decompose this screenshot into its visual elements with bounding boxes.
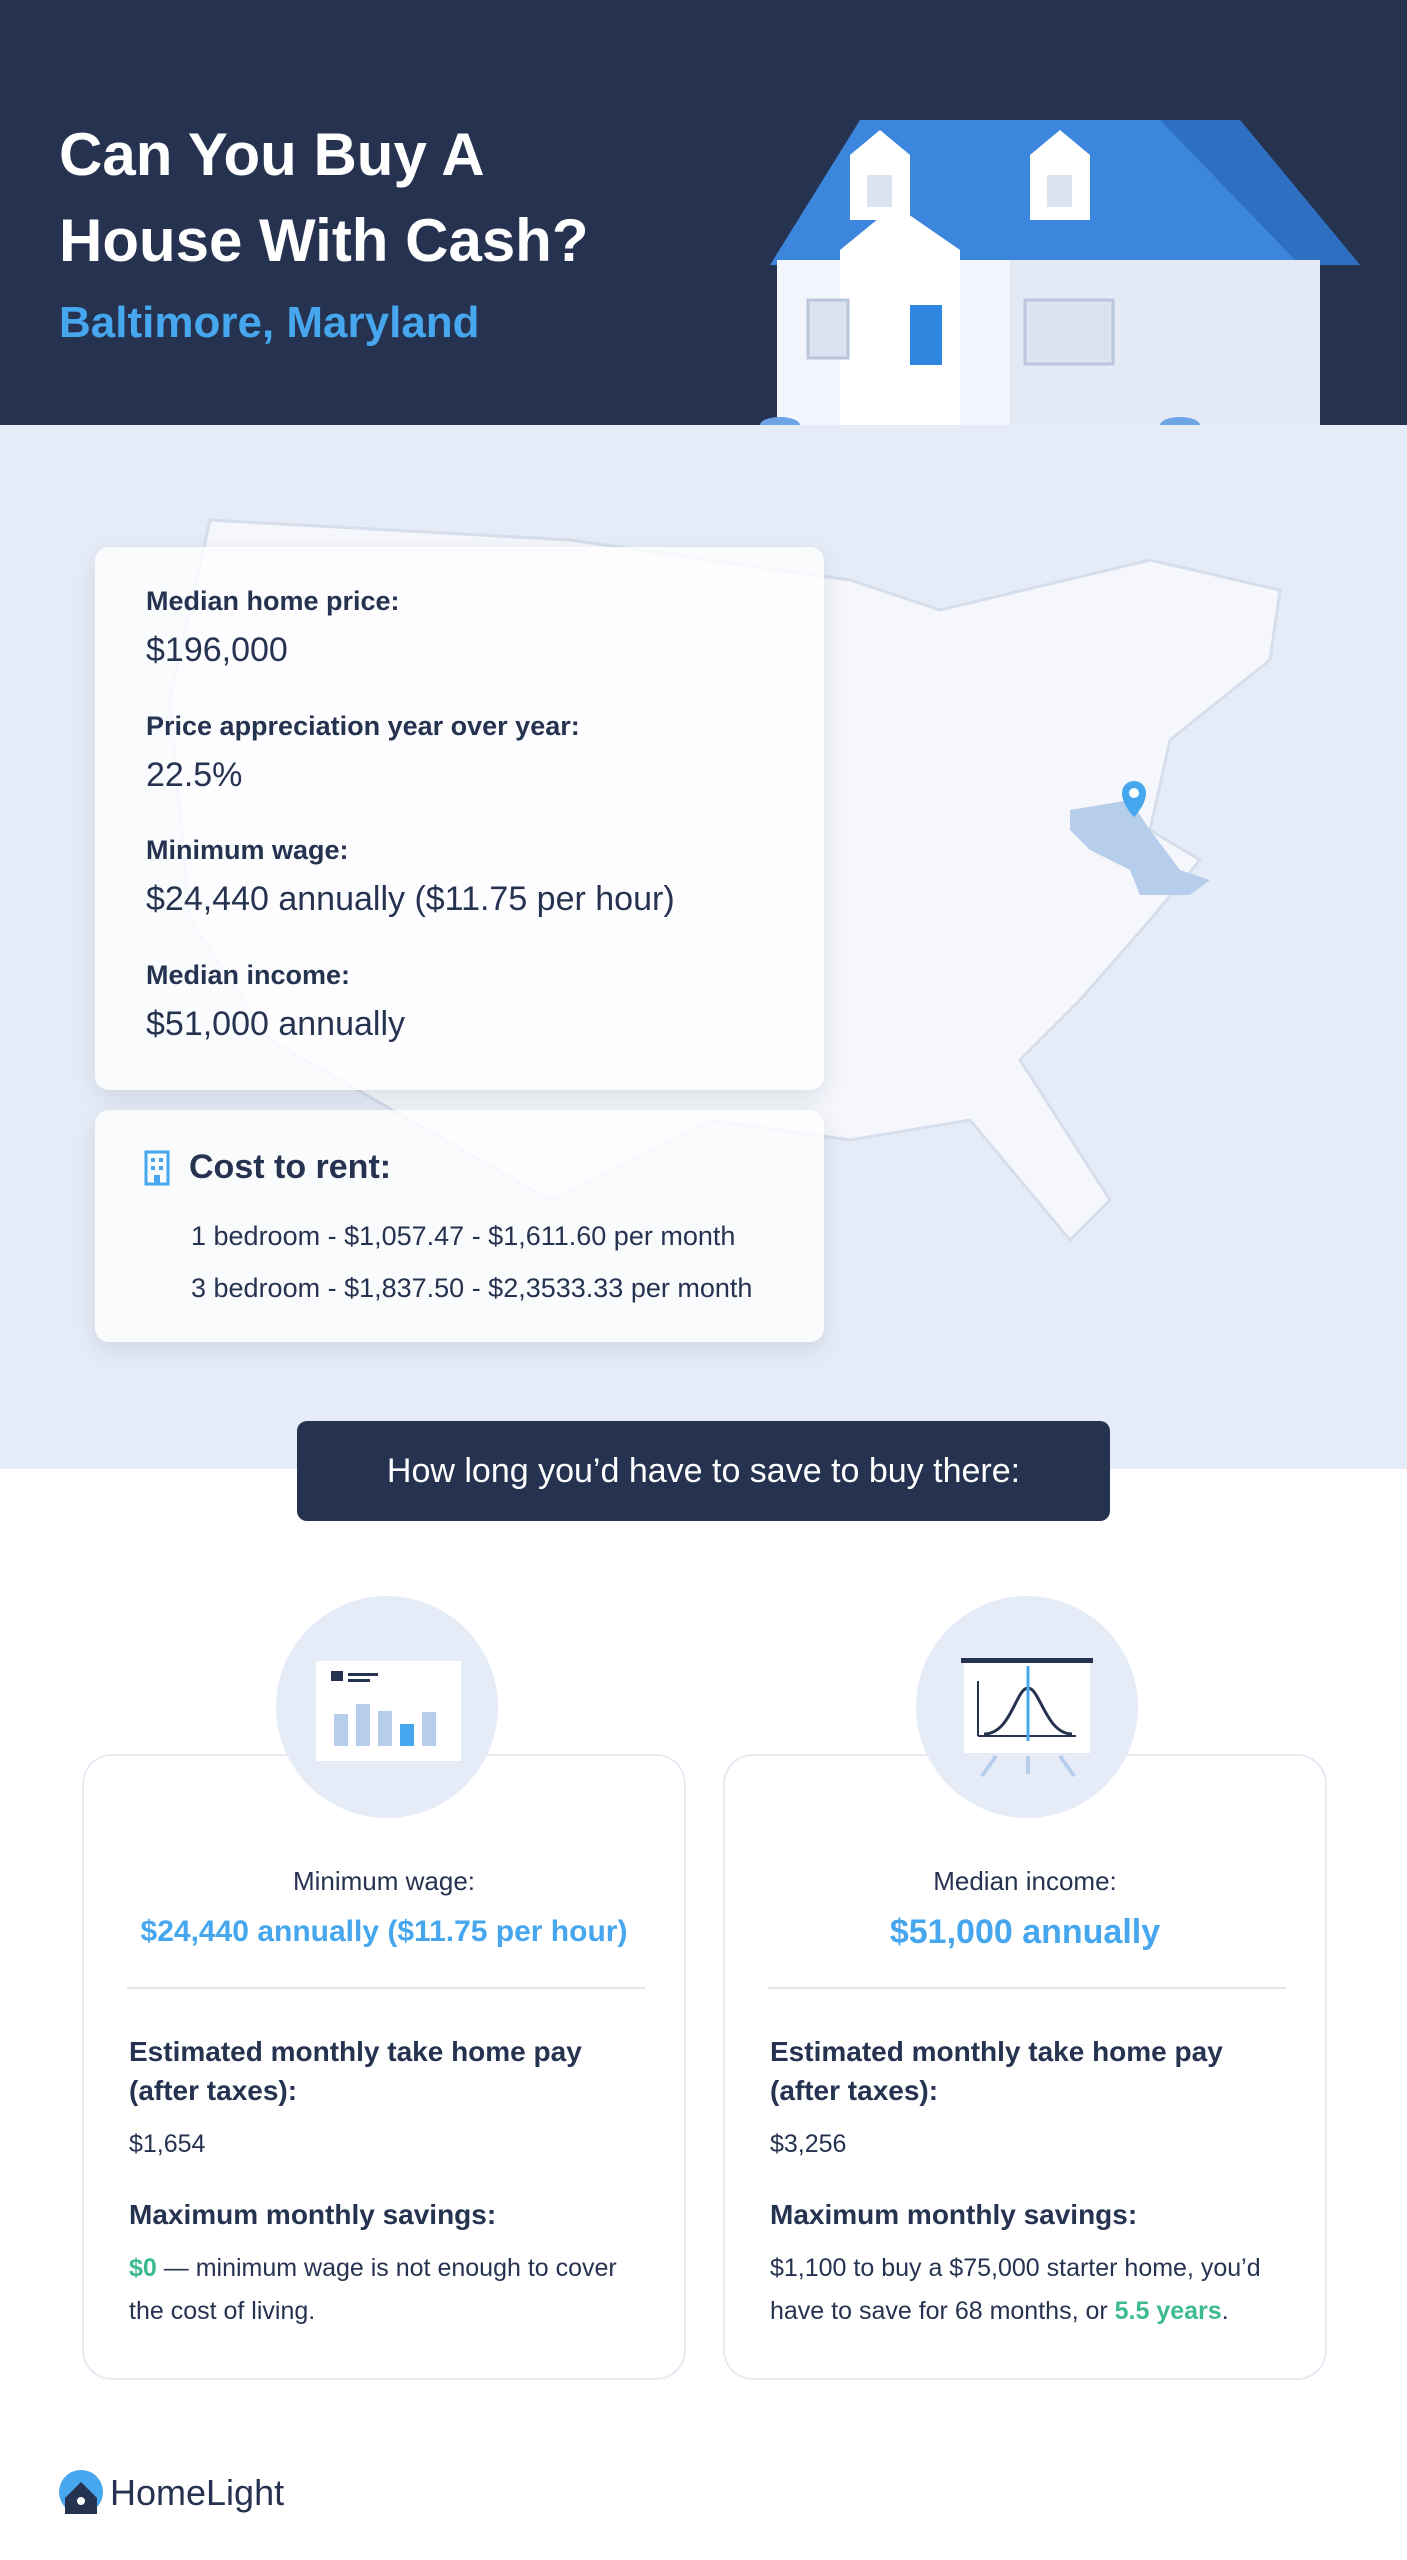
- card-label: Median income:: [933, 1866, 1117, 1896]
- rent-lines: 1 bedroom - $1,057.47 - $1,611.60 per mo…: [191, 1210, 752, 1314]
- pay-label: (after taxes):: [129, 2075, 298, 2106]
- stat-label: Price appreciation year over year:: [146, 711, 580, 741]
- card-value: $51,000 annually: [889, 1913, 1161, 1951]
- divider: [768, 1987, 1286, 1989]
- building-icon: [144, 1150, 170, 1186]
- rent-title: Cost to rent:: [189, 1148, 392, 1186]
- savings-label: Maximum monthly savings:: [770, 2199, 1138, 2230]
- rent-card: [95, 1110, 824, 1342]
- banner: How long you’d have to save to buy there…: [297, 1421, 1110, 1521]
- card-value: $24,440 annually ($11.75 per hour): [140, 1915, 628, 1948]
- savings-part: $1,100 to buy a $75,000 starter home, yo…: [770, 2254, 1261, 2325]
- stat-label: Median income:: [146, 960, 351, 990]
- rent-line: 3 bedroom - $1,837.50 - $2,3533.33 per m…: [191, 1273, 753, 1303]
- bank-chart-icon: [276, 1596, 498, 1818]
- stat-value: $196,000: [146, 631, 288, 669]
- savings-card: [723, 1754, 1327, 2380]
- pay-label: (after taxes):: [770, 2075, 939, 2106]
- pay-value: $3,256: [770, 2130, 847, 2158]
- divider: [127, 1987, 645, 1989]
- house-illustration: [760, 120, 1360, 433]
- savings-part: .: [1221, 2297, 1229, 2325]
- pay-label: Estimated monthly take home pay: [770, 2036, 1223, 2067]
- logo-icon: [59, 2470, 103, 2514]
- savings-text: $0 — minimum wage is not enough to cover…: [129, 2247, 649, 2333]
- title-line: Can You Buy A: [59, 121, 485, 188]
- savings-label: Maximum monthly savings:: [129, 2199, 497, 2230]
- stat-label: Minimum wage:: [146, 835, 349, 865]
- stat-value: $51,000 annually: [146, 1005, 406, 1043]
- savings-highlight: 5.5 years: [1114, 2297, 1222, 2325]
- card-body: Estimated monthly take home pay (after t…: [129, 2032, 649, 2333]
- stat-value: $24,440 annually ($11.75 per hour): [146, 880, 675, 918]
- stats-card: [95, 547, 824, 1090]
- subtitle: Baltimore, Maryland: [59, 298, 480, 347]
- stat-label: Median home price:: [146, 586, 400, 616]
- title: Can You Buy A House With Cash?: [59, 112, 588, 284]
- stat-value: 22.5%: [146, 756, 243, 794]
- logo-text: HomeLight: [110, 2472, 285, 2513]
- card-body: Estimated monthly take home pay (after t…: [770, 2032, 1290, 2333]
- presentation-icon: [916, 1596, 1138, 1818]
- card-head: Minimum wage: $24,440 annually ($11.75 p…: [82, 1866, 686, 1949]
- rent-line: 1 bedroom - $1,057.47 - $1,611.60 per mo…: [191, 1221, 736, 1251]
- savings-text: $1,100 to buy a $75,000 starter home, yo…: [770, 2247, 1290, 2333]
- title-line: House With Cash?: [59, 207, 589, 274]
- savings-card: [82, 1754, 686, 2380]
- savings-part: — minimum wage is not enough to cover th…: [129, 2254, 617, 2325]
- pay-value: $1,654: [129, 2130, 206, 2158]
- stats-list: Median home price: $196,000 Price appreci…: [146, 586, 816, 1044]
- pay-label: Estimated monthly take home pay: [129, 2036, 582, 2067]
- card-head: Median income: $51,000 annually: [723, 1866, 1327, 1952]
- savings-highlight: $0: [129, 2254, 157, 2282]
- card-label: Minimum wage:: [292, 1866, 476, 1896]
